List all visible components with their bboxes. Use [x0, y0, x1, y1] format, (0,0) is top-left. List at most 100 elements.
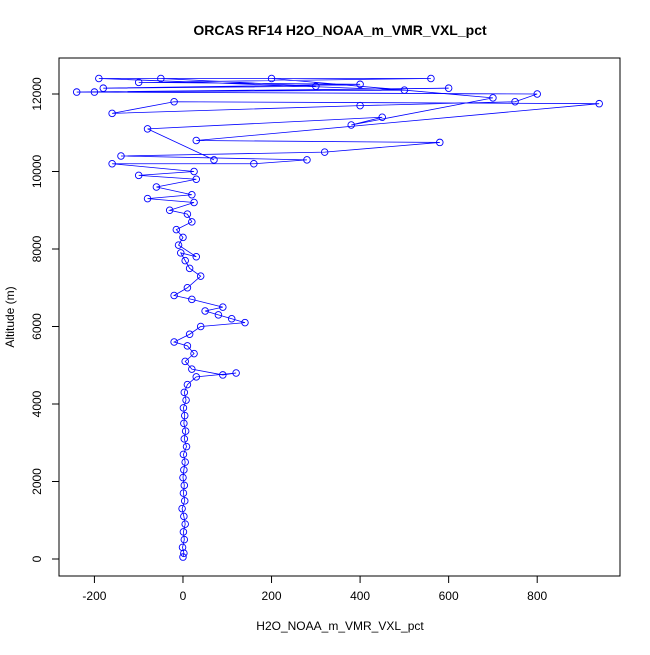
y-tick-label: 6000 [30, 313, 44, 340]
y-tick-label: 0 [30, 555, 44, 562]
data-point [232, 369, 240, 377]
x-tick-label: 400 [350, 589, 370, 603]
data-point [183, 210, 192, 218]
data-point [172, 225, 181, 234]
data-point [378, 113, 386, 121]
data-point [241, 318, 249, 327]
data-point [192, 252, 201, 261]
data-point [165, 206, 174, 214]
data-point [99, 84, 108, 92]
data-point [400, 86, 409, 94]
data-point [180, 497, 189, 505]
data-point [214, 311, 223, 319]
data-point [219, 303, 227, 311]
data-point [180, 549, 188, 557]
data-point [188, 365, 196, 373]
data-point [170, 338, 178, 346]
data-point [170, 97, 178, 106]
data-point [192, 373, 201, 381]
data-point [95, 74, 103, 83]
data-point [143, 194, 152, 203]
x-tick-label: 0 [180, 589, 187, 603]
x-tick-label: 200 [262, 589, 282, 603]
y-tick-label: 12000 [30, 77, 44, 111]
data-point [179, 489, 188, 497]
data-point [181, 427, 190, 435]
data-point [179, 404, 188, 412]
data-point [183, 380, 192, 389]
data-point [427, 74, 435, 83]
data-point [196, 272, 205, 280]
data-point [210, 156, 218, 164]
y-tick-label: 10000 [30, 154, 44, 188]
data-point [182, 442, 191, 451]
data-line [76, 78, 600, 558]
data-point [179, 233, 187, 242]
data-point [347, 121, 355, 129]
data-point [179, 450, 188, 459]
data-point [312, 82, 320, 90]
data-point [143, 125, 152, 133]
data-point [152, 183, 161, 191]
data-point [180, 419, 188, 428]
data-point [157, 74, 165, 83]
data-point [190, 349, 198, 358]
data-point [181, 357, 189, 366]
data-point [227, 314, 236, 323]
y-tick-label: 2000 [30, 468, 44, 495]
data-point [489, 94, 497, 102]
x-tick-label: 600 [439, 589, 459, 603]
data-point [181, 256, 189, 265]
data-point [180, 411, 189, 420]
data-point [181, 458, 189, 466]
data-point [182, 396, 190, 404]
data-point [72, 88, 81, 96]
y-tick-label: 4000 [30, 390, 44, 417]
data-point [250, 159, 258, 168]
data-point [192, 175, 201, 183]
data-point [90, 88, 99, 96]
data-point [134, 171, 143, 180]
y-tick-label: 8000 [30, 235, 44, 262]
data-point [320, 148, 329, 156]
data-point [180, 481, 189, 490]
data-point [356, 80, 364, 89]
data-point [180, 388, 189, 397]
data-point [188, 190, 196, 199]
data-point [444, 84, 453, 92]
data-point [179, 528, 188, 536]
data-point [108, 159, 116, 168]
data-point [190, 198, 198, 207]
data-point [196, 322, 205, 331]
data-point [180, 512, 188, 521]
y-axis-label: Altitude (m) [3, 286, 17, 347]
data-point [303, 156, 311, 164]
data-point [201, 307, 209, 315]
x-axis-label: H2O_NOAA_m_VMR_VXL_pct [256, 619, 424, 633]
data-point [180, 466, 188, 474]
data-point [178, 504, 186, 513]
data-point [185, 330, 194, 338]
data-point [595, 99, 603, 108]
data-point [180, 535, 189, 544]
data-point [192, 136, 201, 145]
data-point [174, 241, 183, 249]
data-point [188, 295, 196, 304]
data-point [177, 249, 185, 257]
data-point [179, 473, 187, 482]
data-point [188, 218, 196, 226]
data-point [181, 520, 189, 528]
data-point [179, 553, 187, 561]
data-point [219, 371, 227, 379]
data-point [183, 342, 192, 350]
x-tick-label: -200 [82, 589, 106, 603]
data-point [356, 101, 364, 110]
data-point [190, 167, 198, 176]
data-point [178, 543, 187, 552]
data-point [117, 152, 125, 160]
data-point [183, 283, 192, 292]
data-point [108, 109, 116, 118]
data-point [511, 97, 519, 106]
